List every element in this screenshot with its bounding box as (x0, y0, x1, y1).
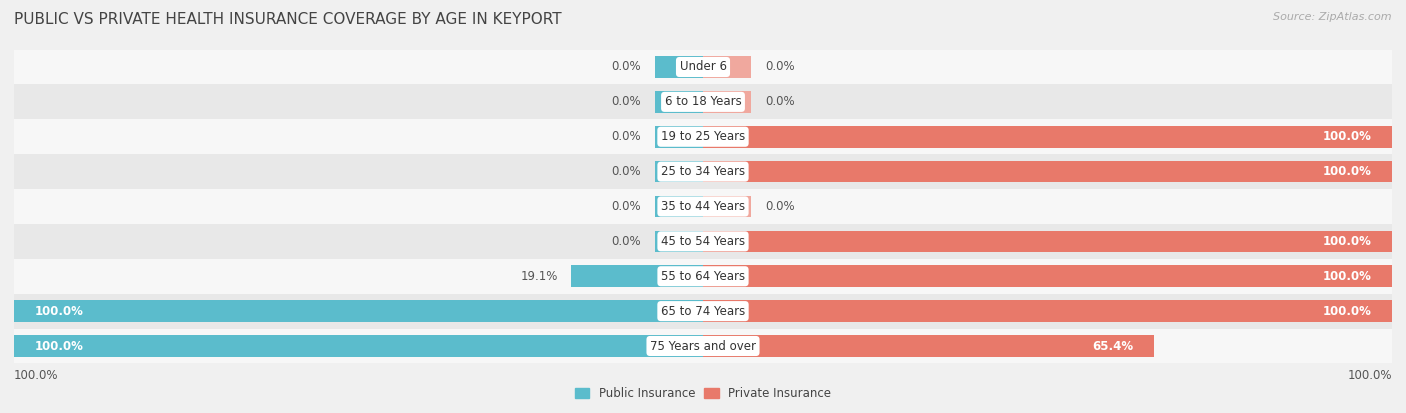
Text: 0.0%: 0.0% (612, 130, 641, 143)
Bar (655, 161, 703, 183)
Text: 19 to 25 Years: 19 to 25 Years (661, 130, 745, 143)
Bar (703, 335, 1153, 357)
Bar (14, 189, 1392, 224)
Bar (703, 300, 1392, 322)
Bar (14, 154, 1392, 189)
Bar (14, 84, 1392, 119)
Bar (14, 224, 1392, 259)
Bar (571, 266, 703, 287)
Text: PUBLIC VS PRIVATE HEALTH INSURANCE COVERAGE BY AGE IN KEYPORT: PUBLIC VS PRIVATE HEALTH INSURANCE COVER… (14, 12, 561, 27)
Text: 100.0%: 100.0% (14, 369, 59, 382)
Legend: Public Insurance, Private Insurance: Public Insurance, Private Insurance (571, 382, 835, 405)
Bar (703, 266, 1392, 287)
Bar (14, 259, 1392, 294)
Text: Source: ZipAtlas.com: Source: ZipAtlas.com (1274, 12, 1392, 22)
Text: 100.0%: 100.0% (1347, 369, 1392, 382)
Text: 0.0%: 0.0% (612, 60, 641, 74)
Text: 65 to 74 Years: 65 to 74 Years (661, 305, 745, 318)
Bar (655, 230, 703, 252)
Bar (703, 230, 1392, 252)
Bar (703, 196, 751, 217)
Bar (14, 300, 703, 322)
Text: 0.0%: 0.0% (612, 235, 641, 248)
Text: 55 to 64 Years: 55 to 64 Years (661, 270, 745, 283)
Text: 0.0%: 0.0% (765, 200, 794, 213)
Text: 45 to 54 Years: 45 to 54 Years (661, 235, 745, 248)
Bar (14, 294, 1392, 329)
Text: 19.1%: 19.1% (520, 270, 558, 283)
Text: 100.0%: 100.0% (35, 339, 83, 353)
Bar (655, 126, 703, 147)
Text: 0.0%: 0.0% (612, 200, 641, 213)
Bar (655, 56, 703, 78)
Text: 0.0%: 0.0% (765, 60, 794, 74)
Text: 0.0%: 0.0% (765, 95, 794, 108)
Text: Under 6: Under 6 (679, 60, 727, 74)
Text: 100.0%: 100.0% (1323, 270, 1371, 283)
Bar (655, 196, 703, 217)
Text: 25 to 34 Years: 25 to 34 Years (661, 165, 745, 178)
Bar (14, 119, 1392, 154)
Text: 100.0%: 100.0% (1323, 165, 1371, 178)
Bar (703, 161, 1392, 183)
Text: 65.4%: 65.4% (1092, 339, 1133, 353)
Bar (655, 91, 703, 113)
Text: 6 to 18 Years: 6 to 18 Years (665, 95, 741, 108)
Text: 0.0%: 0.0% (612, 95, 641, 108)
Text: 0.0%: 0.0% (612, 165, 641, 178)
Text: 35 to 44 Years: 35 to 44 Years (661, 200, 745, 213)
Bar (14, 335, 703, 357)
Text: 100.0%: 100.0% (35, 305, 83, 318)
Bar (14, 329, 1392, 363)
Text: 100.0%: 100.0% (1323, 305, 1371, 318)
Bar (14, 50, 1392, 84)
Text: 75 Years and over: 75 Years and over (650, 339, 756, 353)
Bar (703, 56, 751, 78)
Text: 100.0%: 100.0% (1323, 130, 1371, 143)
Bar (703, 91, 751, 113)
Bar (703, 126, 1392, 147)
Text: 100.0%: 100.0% (1323, 235, 1371, 248)
